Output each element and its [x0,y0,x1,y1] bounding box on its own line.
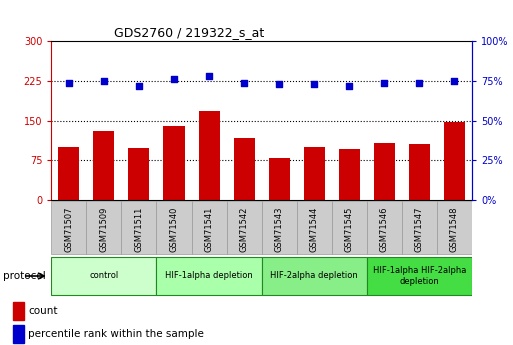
Point [275,81,283,87]
Point [205,73,213,79]
FancyBboxPatch shape [367,201,402,254]
Point [380,80,388,86]
FancyBboxPatch shape [262,257,367,295]
Text: control: control [89,272,119,280]
FancyBboxPatch shape [122,201,156,254]
Bar [58,147,80,200]
FancyBboxPatch shape [156,201,191,254]
Text: count: count [28,306,57,316]
Text: GSM71547: GSM71547 [415,207,424,252]
Bar [339,149,360,200]
Text: percentile rank within the sample: percentile rank within the sample [28,329,204,339]
Point [415,80,423,86]
Bar [13,325,24,343]
FancyBboxPatch shape [367,257,472,295]
Text: GSM71545: GSM71545 [345,207,354,252]
Point [100,78,108,84]
Point [170,77,178,82]
FancyBboxPatch shape [191,201,227,254]
Text: GSM71541: GSM71541 [205,207,213,252]
FancyBboxPatch shape [332,201,367,254]
Text: GSM71548: GSM71548 [450,207,459,252]
Bar [199,111,220,200]
Text: GDS2760 / 219322_s_at: GDS2760 / 219322_s_at [114,26,265,39]
Bar [13,303,24,320]
Text: GSM71509: GSM71509 [100,207,108,252]
Bar [128,148,149,200]
Point [65,80,73,86]
Text: HIF-1alpha depletion: HIF-1alpha depletion [165,272,253,280]
Text: GSM71543: GSM71543 [274,207,284,252]
Bar [93,131,114,200]
FancyBboxPatch shape [297,201,332,254]
Text: GSM71542: GSM71542 [240,207,249,252]
Point [450,78,459,84]
Text: GSM71511: GSM71511 [134,207,144,252]
Bar [444,122,465,200]
Text: GSM71546: GSM71546 [380,207,389,252]
Point [135,83,143,89]
Text: HIF-2alpha depletion: HIF-2alpha depletion [270,272,358,280]
Bar [269,158,290,200]
FancyBboxPatch shape [227,201,262,254]
Text: GSM71544: GSM71544 [310,207,319,252]
Text: GSM71507: GSM71507 [64,207,73,252]
FancyBboxPatch shape [402,201,437,254]
FancyBboxPatch shape [51,257,156,295]
Point [310,81,318,87]
FancyBboxPatch shape [86,201,122,254]
Text: protocol: protocol [3,271,45,281]
Point [240,80,248,86]
Bar [409,144,430,200]
Text: GSM71540: GSM71540 [169,207,179,252]
FancyBboxPatch shape [437,201,472,254]
Text: HIF-1alpha HIF-2alpha
depletion: HIF-1alpha HIF-2alpha depletion [372,266,466,286]
Bar [304,147,325,200]
Bar [374,143,395,200]
Bar [233,138,254,200]
FancyBboxPatch shape [156,257,262,295]
FancyBboxPatch shape [51,201,86,254]
Bar [164,126,185,200]
FancyBboxPatch shape [262,201,297,254]
Point [345,83,353,89]
